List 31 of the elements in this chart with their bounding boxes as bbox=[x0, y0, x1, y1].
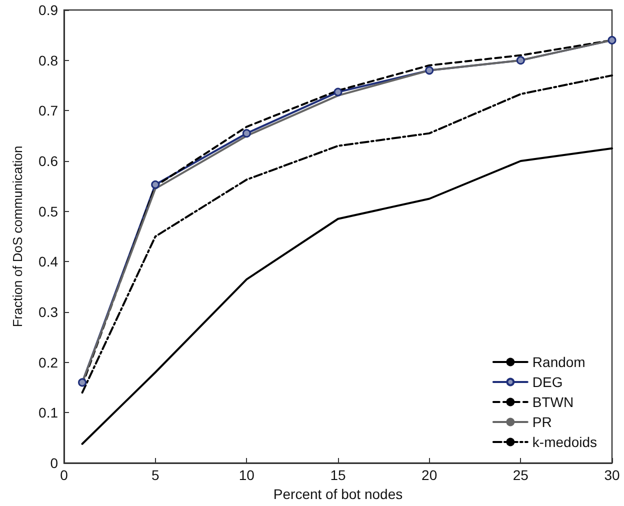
y-axis-title: Fraction of DoS communication bbox=[10, 146, 25, 328]
legend-label: PR bbox=[532, 414, 552, 430]
y-tick-label: 0.9 bbox=[38, 2, 58, 18]
point bbox=[425, 66, 434, 75]
y-tick-label: 0.1 bbox=[38, 404, 58, 421]
x-tick-label: 5 bbox=[151, 467, 160, 483]
legend-label: BTWN bbox=[532, 394, 574, 410]
point bbox=[242, 129, 251, 138]
point bbox=[608, 36, 616, 44]
x-tick-label: 30 bbox=[604, 467, 620, 483]
x-axis-title: Percent of bot nodes bbox=[273, 486, 403, 502]
y-tick-label: 0.8 bbox=[38, 52, 58, 68]
point bbox=[151, 180, 160, 189]
y-tick-label: 0.5 bbox=[38, 203, 58, 220]
y-tick-label: 0.4 bbox=[38, 254, 58, 270]
x-tick-label: 15 bbox=[330, 467, 346, 483]
point bbox=[334, 88, 342, 96]
y-tick-label: 0.6 bbox=[38, 153, 58, 169]
point bbox=[78, 378, 87, 387]
x-tick-label: 20 bbox=[422, 467, 438, 483]
y-tick-label: 0.7 bbox=[38, 102, 58, 119]
y-tick-label: 0.3 bbox=[38, 304, 58, 320]
legend-label: Random bbox=[532, 354, 586, 370]
legend-label: DEG bbox=[532, 374, 563, 390]
y-tick-label: 0 bbox=[50, 455, 58, 471]
x-tick-label: 25 bbox=[512, 467, 529, 483]
x-tick-label: 10 bbox=[238, 467, 255, 483]
legend-label: k-medoids bbox=[532, 434, 598, 450]
y-tick-label: 0.2 bbox=[38, 354, 58, 370]
x-tick-label: 0 bbox=[60, 467, 68, 483]
point bbox=[516, 56, 525, 65]
